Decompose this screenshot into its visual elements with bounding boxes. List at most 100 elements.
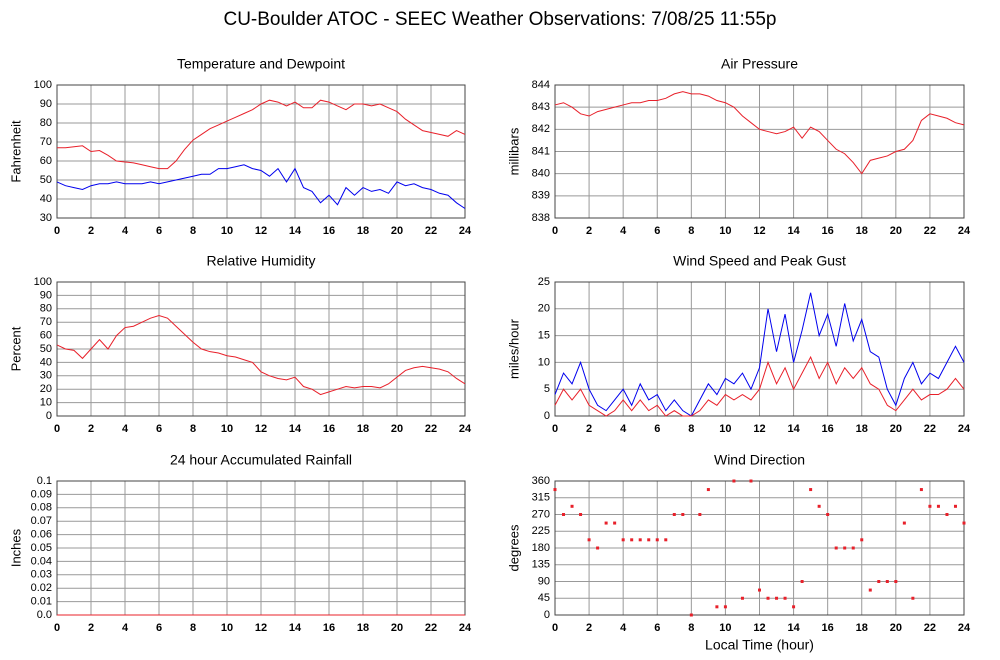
y-tick-label: 20 [538, 303, 550, 315]
x-tick-label: 10 [719, 225, 731, 237]
x-tick-label: 16 [323, 225, 335, 237]
x-tick-label: 6 [156, 225, 162, 237]
x-tick-label: 8 [190, 622, 196, 634]
y-tick-label: 80 [40, 117, 52, 129]
x-tick-label: 0 [54, 622, 60, 634]
data-point [877, 580, 881, 583]
y-tick-label: 270 [532, 508, 550, 520]
x-tick-label: 4 [122, 225, 129, 237]
y-tick-label: 10 [40, 397, 52, 409]
y-tick-label: 40 [40, 356, 52, 368]
x-tick-label: 24 [958, 423, 971, 435]
data-point [698, 513, 702, 516]
data-point [562, 513, 566, 516]
x-tick-label: 0 [552, 225, 558, 237]
y-tick-label: 0 [544, 410, 550, 422]
y-tick-label: 135 [532, 559, 550, 571]
data-line [57, 99, 466, 170]
x-tick-label: 0 [552, 622, 558, 634]
data-point [783, 596, 787, 600]
y-tick-label: 315 [532, 492, 550, 504]
x-tick-label: 24 [958, 225, 971, 237]
x-tick-label: 8 [190, 225, 196, 237]
x-tick-label: 16 [822, 423, 834, 435]
x-tick-label: 0 [54, 225, 60, 237]
data-point [936, 504, 940, 508]
data-point [792, 605, 796, 609]
x-tick-label: 2 [586, 225, 592, 237]
x-tick-label: 10 [221, 622, 233, 634]
panel-title: 24 hour Accumulated Rainfall [170, 452, 352, 468]
y-tick-label: 844 [532, 79, 550, 91]
x-tick-label: 18 [856, 423, 868, 435]
x-tick-label: 4 [620, 622, 627, 634]
x-tick-label: 2 [88, 423, 94, 435]
x-tick-label: 10 [719, 423, 731, 435]
x-tick-label: 24 [459, 423, 472, 435]
data-point [860, 538, 864, 542]
data-point [868, 588, 872, 592]
y-axis-label: Inches [8, 528, 23, 567]
y-tick-label: 20 [40, 383, 52, 395]
data-point [775, 596, 779, 600]
plot-frame [554, 281, 965, 417]
y-tick-label: 50 [40, 174, 52, 186]
data-point [843, 546, 847, 550]
y-tick-label: 100 [34, 79, 52, 91]
data-point [928, 504, 932, 508]
x-tick-label: 24 [958, 622, 971, 634]
data-point [749, 479, 753, 483]
y-tick-label: 0.01 [31, 596, 52, 608]
y-tick-label: 60 [40, 330, 52, 342]
y-tick-label: 80 [40, 303, 52, 315]
data-point [740, 596, 744, 600]
x-tick-label: 14 [289, 622, 302, 634]
x-tick-label: 20 [890, 423, 902, 435]
x-tick-label: 12 [753, 423, 765, 435]
y-tick-label: 15 [538, 330, 550, 342]
x-tick-label: 10 [221, 423, 233, 435]
data-point [902, 521, 906, 525]
y-tick-label: 838 [532, 212, 550, 224]
data-point [570, 504, 574, 508]
x-tick-label: 12 [753, 225, 765, 237]
x-tick-label: 20 [391, 423, 403, 435]
y-tick-label: 50 [40, 343, 52, 355]
x-tick-label: 16 [822, 225, 834, 237]
x-tick-label: 6 [156, 423, 162, 435]
x-tick-label: 20 [890, 622, 902, 634]
x-tick-label: 0 [54, 423, 60, 435]
y-tick-label: 5 [544, 383, 550, 395]
x-tick-label: 20 [391, 622, 403, 634]
x-tick-label: 20 [890, 225, 902, 237]
data-point [885, 580, 889, 583]
y-tick-label: 10 [538, 356, 550, 368]
data-point [919, 488, 923, 492]
data-point [817, 504, 821, 508]
data-point [911, 596, 915, 600]
x-tick-label: 6 [654, 423, 660, 435]
y-tick-label: 0.05 [31, 542, 52, 554]
data-point [715, 605, 719, 609]
plot-frame [56, 84, 466, 219]
y-axis-label: miles/hour [506, 318, 521, 379]
y-tick-label: 0 [46, 410, 52, 422]
data-point [758, 588, 761, 592]
y-tick-label: 40 [40, 193, 52, 205]
x-tick-label: 4 [122, 622, 129, 634]
x-tick-label: 22 [924, 225, 936, 237]
x-tick-label: 22 [924, 622, 936, 634]
y-tick-label: 100 [34, 276, 52, 288]
x-tick-label: 14 [787, 225, 800, 237]
y-tick-label: 0.03 [31, 569, 52, 581]
data-point [723, 605, 727, 609]
x-tick-label: 24 [459, 622, 472, 634]
data-point [638, 538, 642, 542]
y-tick-label: 25 [538, 276, 550, 288]
data-point [664, 538, 668, 542]
y-tick-label: 360 [532, 475, 550, 487]
x-tick-label: 24 [459, 225, 472, 237]
x-tick-label: 10 [719, 622, 731, 634]
x-tick-label: 4 [620, 225, 627, 237]
